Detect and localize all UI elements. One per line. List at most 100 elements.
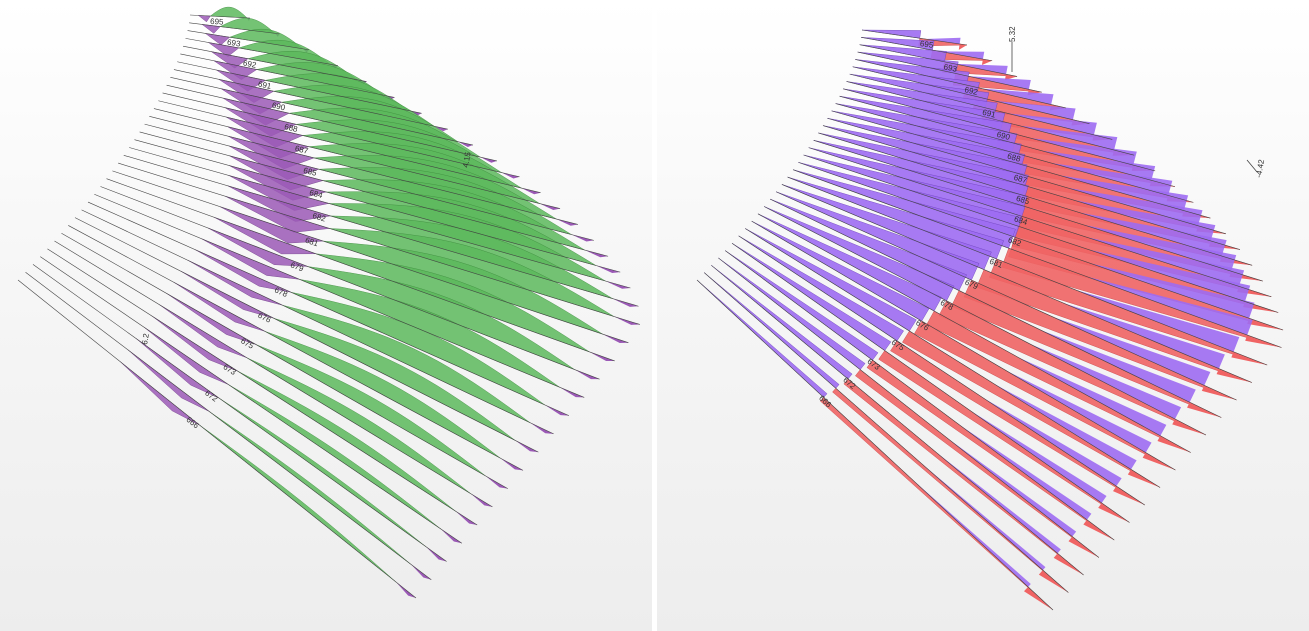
negative-shear-region xyxy=(1052,316,1211,386)
negative-shear-region xyxy=(982,397,1122,487)
end-shear-region xyxy=(1053,553,1084,575)
negative-shear-region xyxy=(994,383,1137,470)
beam-member-line xyxy=(100,186,600,380)
negative-shear-region xyxy=(1005,370,1152,453)
peak-value-label: -4.42 xyxy=(1254,158,1266,178)
member-label: 693 xyxy=(943,62,958,74)
negative-shear-region xyxy=(946,437,1077,537)
beam-member-line xyxy=(112,170,629,343)
member-label: 685 xyxy=(302,166,318,178)
beam-member-line xyxy=(751,220,1176,471)
end-moment-region xyxy=(556,219,578,226)
beam-member-line xyxy=(745,228,1161,488)
member-label: 678 xyxy=(273,285,289,299)
member-label: 693 xyxy=(226,38,241,49)
end-shear-region xyxy=(1113,486,1145,505)
member-label: 690 xyxy=(996,130,1012,142)
beam-member-line xyxy=(25,271,432,581)
member-label: 682 xyxy=(1007,235,1023,248)
beam-member-line xyxy=(187,30,309,51)
member-label: 687 xyxy=(1013,173,1029,186)
beam-member-line xyxy=(818,132,1253,266)
negative-shear-region xyxy=(934,451,1061,554)
member-label: 676 xyxy=(256,311,272,325)
beam-member-line xyxy=(764,206,1207,436)
beam-member-line xyxy=(859,44,1018,77)
end-shear-region xyxy=(1024,586,1053,610)
member-label: 687 xyxy=(294,144,310,156)
member-label: 692 xyxy=(964,85,980,97)
beam-member-line xyxy=(166,84,497,162)
beam-member-line xyxy=(711,265,1084,576)
beam-member-line xyxy=(173,69,448,130)
shear-diagram-canvas: 6956936926916906886876856846826816796786… xyxy=(696,26,1284,611)
beam-member-line xyxy=(781,184,1252,383)
beam-member-line xyxy=(40,256,463,544)
beam-member-line xyxy=(47,248,478,526)
beam-member-line xyxy=(738,235,1145,506)
beam-member-line xyxy=(792,169,1282,348)
beam-member-line xyxy=(17,279,417,599)
beam-member-line xyxy=(32,264,447,562)
beam-member-line xyxy=(725,250,1115,541)
beam-member-line xyxy=(139,131,609,257)
beam-member-line xyxy=(718,257,1100,558)
end-moment-region xyxy=(434,126,448,132)
beam-member-line xyxy=(835,103,1194,203)
negative-shear-region xyxy=(1086,276,1253,336)
beam-member-line xyxy=(696,279,1054,611)
moment-diagram-canvas: 6956936926916906886876856846826816796786… xyxy=(17,6,640,599)
beam-member-line xyxy=(189,14,251,19)
beam-member-line xyxy=(81,209,554,435)
member-label: 679 xyxy=(289,260,305,273)
beam-member-line xyxy=(177,61,422,114)
end-moment-region xyxy=(501,172,520,179)
beam-member-line xyxy=(775,191,1237,401)
beam-member-line xyxy=(798,162,1284,331)
member-label: 688 xyxy=(1006,152,1022,164)
beam-member-line xyxy=(827,117,1226,235)
beam-member-line xyxy=(839,95,1175,187)
member-label: 690 xyxy=(271,101,287,113)
peak-leader-line xyxy=(1246,159,1258,173)
negative-shear-region xyxy=(1073,199,1216,241)
moment-diagram-panel: 695 693 692 691 690 688 687 685 684 682 681 679 678 6… xyxy=(0,0,652,631)
beam-member-line xyxy=(68,225,524,471)
beam-member-line xyxy=(787,176,1268,366)
beam-member-line xyxy=(757,213,1191,453)
member-label: 675 xyxy=(239,336,256,351)
member-label: 688 xyxy=(283,122,299,134)
shear-diagram-panel: 695 693 692 691 690 688 687 685 684 682 681 679 678 6… xyxy=(657,0,1309,631)
beam-member-line xyxy=(849,73,1113,140)
beam-member-line xyxy=(731,242,1130,523)
beam-member-line xyxy=(813,140,1263,282)
beam-member-line xyxy=(183,45,367,82)
negative-shear-region xyxy=(1075,289,1240,352)
member-label: 672 xyxy=(203,388,220,403)
negative-shear-region xyxy=(958,424,1092,520)
beam-member-line xyxy=(87,201,570,416)
beam-member-line xyxy=(808,147,1272,298)
beam-member-line xyxy=(831,110,1211,219)
beam-member-line xyxy=(704,272,1069,593)
beam-member-line xyxy=(189,22,280,35)
negative-shear-region xyxy=(1078,212,1227,257)
member-label: 682 xyxy=(311,211,327,224)
negative-shear-region xyxy=(1089,262,1255,319)
panel-divider xyxy=(652,0,657,631)
beam-member-line xyxy=(861,29,968,46)
end-shear-region xyxy=(958,43,967,50)
positive-moment-region xyxy=(209,6,248,19)
member-label: 692 xyxy=(242,58,257,69)
beam-member-line xyxy=(822,125,1240,250)
end-shear-region xyxy=(1157,435,1191,453)
beam-member-line xyxy=(74,217,539,453)
negative-shear-region xyxy=(1017,357,1167,436)
beam-member-line xyxy=(855,59,1066,109)
beam-member-line xyxy=(180,53,395,98)
negative-moment-region xyxy=(197,15,211,23)
negative-shear-region xyxy=(925,37,961,44)
beam-member-line xyxy=(106,178,615,362)
beam-member-line xyxy=(61,232,508,489)
member-label: 685 xyxy=(1015,194,1031,207)
